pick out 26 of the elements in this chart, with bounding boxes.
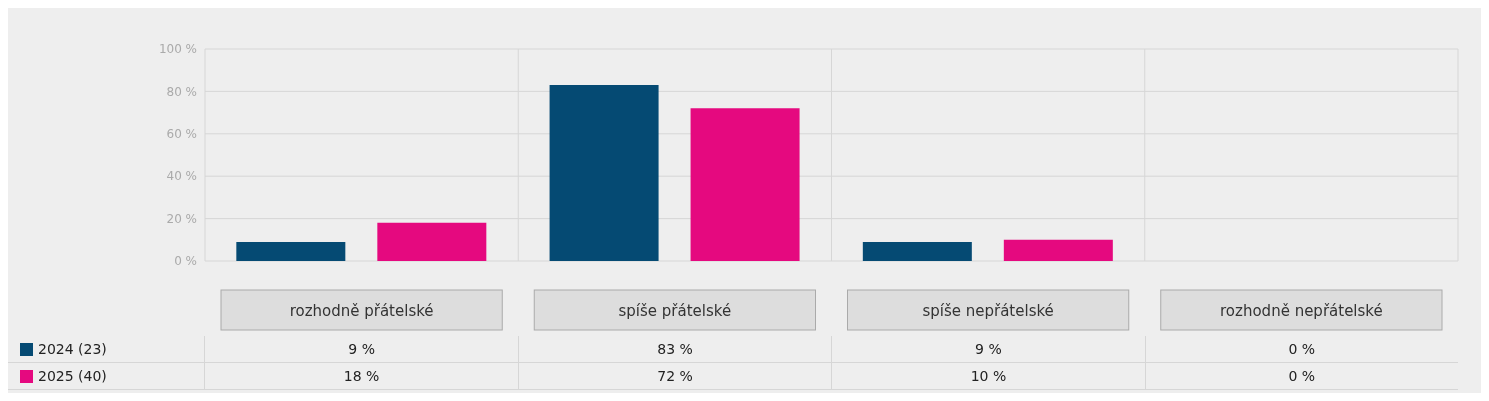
data-label: 83 % xyxy=(517,336,832,362)
data-label: 0 % xyxy=(1144,363,1459,389)
legend-label: 2025 (40) xyxy=(38,368,107,384)
data-label: 18 % xyxy=(204,363,518,389)
y-tick-label: 20 % xyxy=(166,211,197,226)
bar xyxy=(549,85,659,261)
x-tick-label: spíše nepřátelské xyxy=(922,302,1054,320)
bar xyxy=(377,222,487,261)
legend-label: 2024 (23) xyxy=(38,341,107,357)
y-tick-label: 40 % xyxy=(166,169,197,184)
data-label: 72 % xyxy=(517,363,832,389)
bar xyxy=(1003,239,1113,261)
data-label: 10 % xyxy=(831,363,1145,389)
data-label: 9 % xyxy=(831,336,1145,362)
y-tick-label: 100 % xyxy=(158,42,197,57)
x-tick-label: spíše přátelské xyxy=(618,302,732,320)
y-tick-label: 0 % xyxy=(174,254,197,269)
bar xyxy=(862,241,972,261)
data-label: 9 % xyxy=(204,336,518,362)
y-tick-label: 80 % xyxy=(166,84,197,99)
x-tick-label: rozhodně přátelské xyxy=(289,302,434,320)
x-tick-label: rozhodně nepřátelské xyxy=(1220,302,1383,320)
y-tick-label: 60 % xyxy=(166,127,197,142)
bar xyxy=(690,108,800,261)
bar xyxy=(236,241,346,261)
data-label: 0 % xyxy=(1144,336,1459,362)
